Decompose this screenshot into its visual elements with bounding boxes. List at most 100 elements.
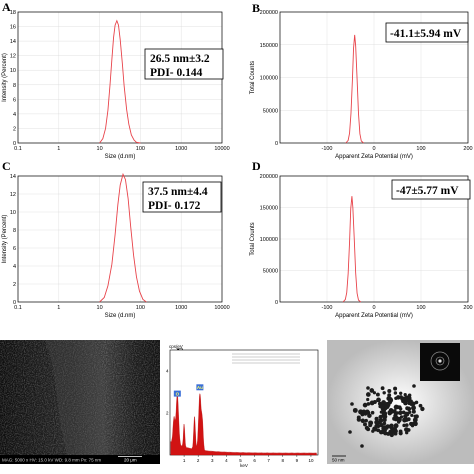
x-tick-label: 0 <box>372 146 375 152</box>
panel-label-c: C <box>2 159 11 173</box>
nanoparticle <box>387 397 393 402</box>
y-tick-label: 100000 <box>260 237 278 243</box>
y-tick-label: 50000 <box>263 108 278 114</box>
nanoparticle <box>403 393 407 397</box>
nanoparticle <box>384 401 390 407</box>
nanoparticle <box>382 417 387 423</box>
nanoparticle <box>393 415 398 420</box>
nanoparticle <box>365 392 371 397</box>
x-tick-label: 100 <box>416 305 425 311</box>
x-tick-label: 2 <box>197 458 200 463</box>
y-tick-label: 50000 <box>263 269 278 275</box>
nanoparticle <box>362 402 368 408</box>
x-tick-label: 0 <box>372 305 375 311</box>
nanoparticle <box>352 407 358 413</box>
nanoparticle <box>360 444 364 448</box>
nanoparticle <box>412 410 416 414</box>
tem-image-g: 50 nm <box>327 340 474 464</box>
annotation-pdi-c: PDI- 0.172 <box>148 200 201 212</box>
y-tick-label: 14 <box>10 174 16 180</box>
nanoparticle <box>364 425 370 431</box>
sem-scalebar-label: 20 μm <box>124 458 137 463</box>
panel-label-b: B <box>252 1 260 15</box>
nanoparticle <box>366 397 370 402</box>
nanoparticle <box>375 392 380 397</box>
nanoparticle <box>390 409 395 414</box>
y-tick-label: 10 <box>10 68 16 74</box>
nanoparticle <box>374 419 380 425</box>
x-tick-label: 4 <box>225 458 228 463</box>
y-tick-label: 16 <box>10 25 16 31</box>
plot-frame <box>279 11 469 144</box>
peak-marker <box>173 390 181 397</box>
x-tick-label: 200 <box>463 146 472 152</box>
x-tick-label: 1 <box>57 305 60 311</box>
nanoparticle <box>387 393 392 398</box>
nanoparticle <box>401 410 406 415</box>
x-tick-label: 100 <box>136 305 145 311</box>
nanoparticle <box>410 413 414 418</box>
peak-label: O <box>176 391 180 396</box>
y-tick-label: 8 <box>13 83 16 89</box>
nanoparticle <box>360 418 366 424</box>
nanoparticle <box>382 411 388 416</box>
y-tick-label: 6 <box>13 246 16 252</box>
nanoparticle <box>378 418 384 424</box>
nanoparticle <box>385 426 389 430</box>
series-line <box>99 172 147 303</box>
nanoparticle-cluster <box>348 384 425 448</box>
y-tick-label: 0 <box>13 300 16 306</box>
annotation-box-d: -47±5.77 mV <box>391 179 471 200</box>
annotation-pdi-a: PDI- 0.144 <box>150 67 203 79</box>
nanoparticle <box>402 423 406 428</box>
peak-label: Au <box>197 385 203 390</box>
x-tick-label: 1000 <box>175 305 187 311</box>
sem-caption: MAG: 5000 x HV: 15.0 kV WD: 9.8 mm Px: 7… <box>2 458 101 463</box>
x-tick-label: 100 <box>136 146 145 152</box>
y-tick-label: 200000 <box>260 174 278 180</box>
nanoparticle <box>409 399 413 404</box>
nanoparticle <box>370 410 375 415</box>
y-tick-label: 12 <box>10 192 16 198</box>
annotation-zeta-d: -47±5.77 mV <box>396 185 459 197</box>
x-tick-label: 9 <box>296 458 299 463</box>
y-tick-label: 0 <box>275 141 278 147</box>
nanoparticle <box>393 386 398 391</box>
panel-label-d: D <box>252 159 261 173</box>
x-tick-label: -100 <box>321 305 332 311</box>
x-tick-label: 10 <box>97 146 103 152</box>
x-tick-label: 10 <box>308 458 314 463</box>
nanoparticle <box>380 404 385 410</box>
nanoparticle <box>369 388 375 393</box>
nanoparticle <box>418 403 423 408</box>
nanoparticle <box>404 411 410 417</box>
nanoparticle <box>399 391 403 395</box>
nanoparticle <box>398 410 403 416</box>
nanoparticle <box>383 431 388 436</box>
nanoparticle <box>411 405 416 411</box>
nanoparticle <box>414 400 419 405</box>
nanoparticle <box>406 417 411 422</box>
nanoparticle <box>405 431 409 435</box>
x-tick-label: 0.1 <box>14 146 22 152</box>
x-tick-label: -100 <box>321 146 332 152</box>
nanoparticle <box>348 430 352 434</box>
y-tick-label: 150000 <box>260 43 278 49</box>
y-tick-label: 6 <box>13 97 16 103</box>
nanoparticle <box>366 402 371 406</box>
nanoparticle <box>374 416 379 421</box>
eds-spectrum <box>170 393 317 456</box>
y-tick-label: 0 <box>13 141 16 147</box>
nanoparticle <box>390 429 395 435</box>
x-axis-title: Apparent Zeta Potential (mV) <box>335 154 413 160</box>
x-tick-label: 3 <box>211 458 214 463</box>
plot-frame <box>279 175 469 303</box>
nanoparticle <box>399 407 403 411</box>
nanoparticle <box>376 424 381 429</box>
series-line <box>99 19 141 144</box>
eds-frame <box>169 349 319 456</box>
annotation-box-a: 26.5 nm±3.2 PDI- 0.144 <box>144 48 224 80</box>
annotation-box-c: 37.5 nm±4.4 PDI- 0.172 <box>142 181 222 213</box>
nanoparticle <box>373 427 378 432</box>
x-tick-label: 1 <box>57 146 60 152</box>
